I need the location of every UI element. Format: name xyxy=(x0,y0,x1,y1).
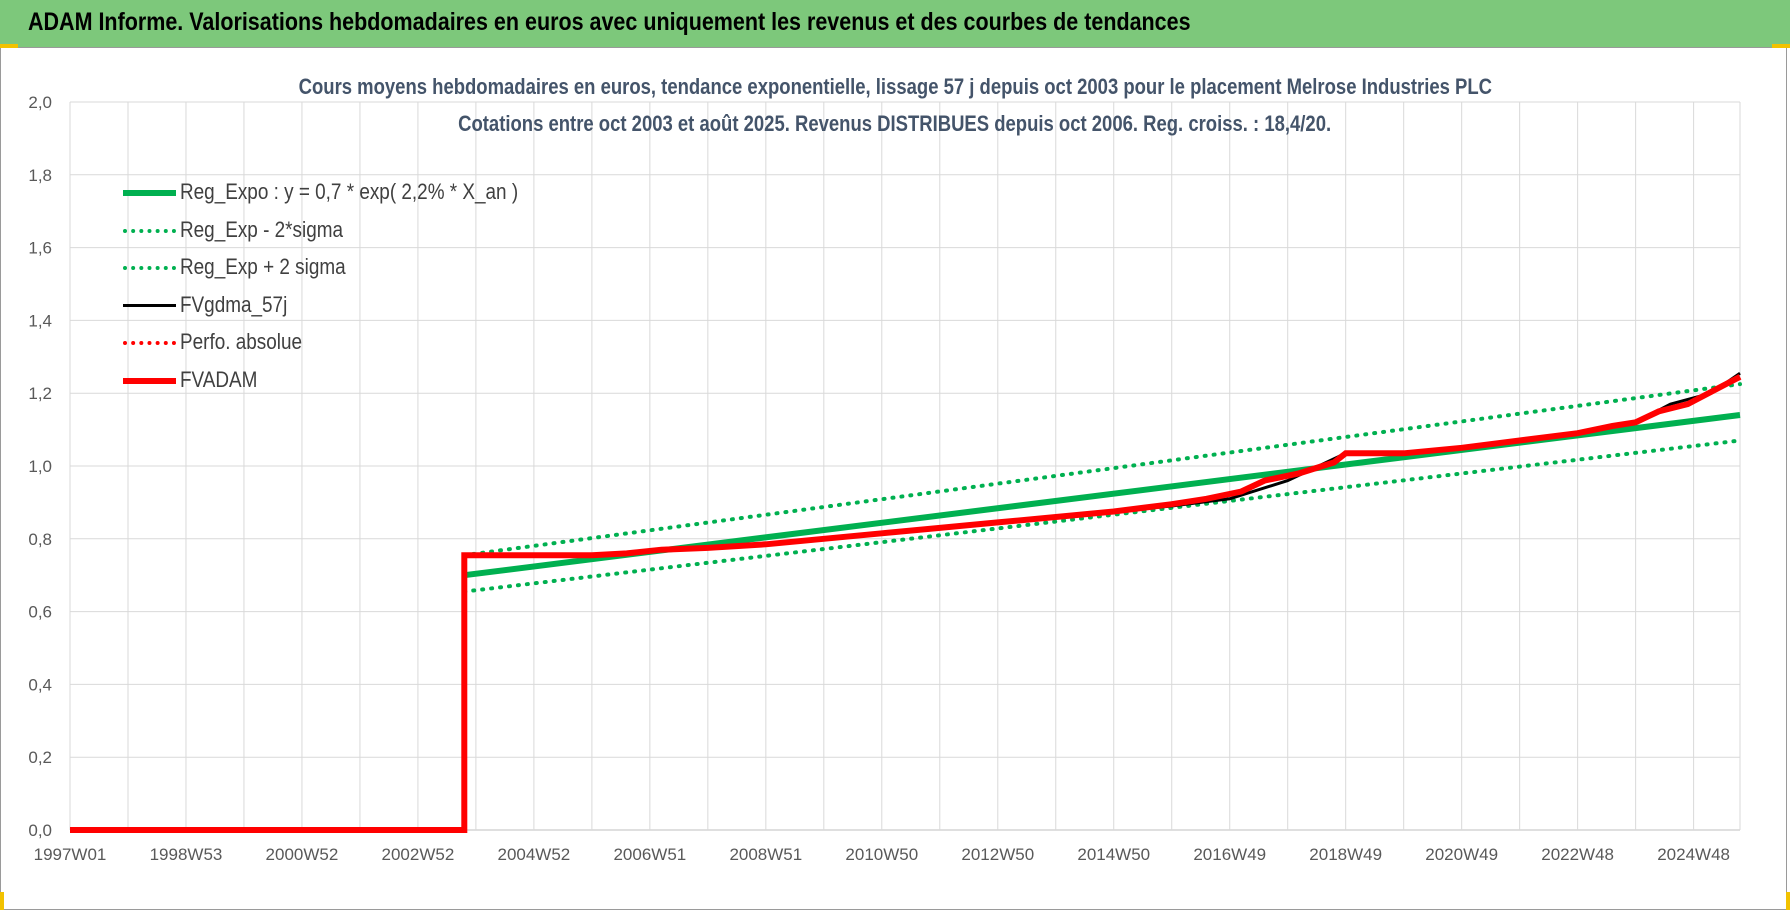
x-tick-label: 2002W52 xyxy=(382,845,455,864)
report-banner: ADAM Informe. Valorisations hebdomadaire… xyxy=(0,0,1790,47)
y-tick-label: 0,8 xyxy=(28,530,52,549)
legend-label: FVgdma_57j xyxy=(180,291,288,317)
x-tick-label: 1997W01 xyxy=(34,845,107,864)
y-tick-label: 0,6 xyxy=(28,603,52,622)
legend-swatch xyxy=(123,377,176,384)
chart-title: Cours moyens hebdomadaires en euros, ten… xyxy=(298,74,1492,99)
y-tick-label: 0,0 xyxy=(28,821,52,840)
series-line xyxy=(70,374,1742,833)
corner-mark-tr xyxy=(1772,44,1790,48)
x-tick-label: 2004W52 xyxy=(497,845,570,864)
corner-mark-br xyxy=(1786,892,1790,910)
y-tick-label: 0,4 xyxy=(28,675,52,694)
legend-swatch xyxy=(123,341,176,345)
x-tick-label: 2022W48 xyxy=(1541,845,1614,864)
legend-label: Reg_Exp + 2 sigma xyxy=(180,254,346,279)
y-tick-label: 0,2 xyxy=(28,748,52,767)
x-tick-label: 2016W49 xyxy=(1193,845,1266,864)
legend-label: Reg_Exp - 2*sigma xyxy=(180,216,344,242)
y-tick-label: 1,8 xyxy=(28,166,52,185)
chart-subtitle: Cotations entre oct 2003 et août 2025. R… xyxy=(458,111,1332,136)
x-tick-label: 2012W50 xyxy=(961,845,1034,864)
x-tick-label: 2000W52 xyxy=(266,845,339,864)
series-line xyxy=(462,382,1742,558)
x-tick-label: 1998W53 xyxy=(150,845,223,864)
legend-swatch xyxy=(123,304,176,307)
x-tick-label: 2010W50 xyxy=(845,845,918,864)
legend-label: FVADAM xyxy=(180,366,258,392)
x-tick-label: 2018W49 xyxy=(1309,845,1382,864)
corner-mark-tl xyxy=(0,44,18,48)
x-tick-label: 2020W49 xyxy=(1425,845,1498,864)
y-tick-label: 1,4 xyxy=(28,311,52,330)
legend-swatch xyxy=(123,228,176,233)
x-tick-label: 2008W51 xyxy=(729,845,802,864)
legend-swatch xyxy=(123,190,176,196)
corner-mark-bl xyxy=(0,892,4,910)
legend-swatch xyxy=(123,266,176,270)
chart-frame xyxy=(0,47,1787,910)
legend-label: Perfo. absolue xyxy=(180,329,303,354)
series-line xyxy=(462,438,1742,594)
report-title: ADAM Informe. Valorisations hebdomadaire… xyxy=(28,8,1191,36)
x-tick-label: 2014W50 xyxy=(1077,845,1150,864)
x-tick-label: 2024W48 xyxy=(1657,845,1730,864)
y-tick-label: 1,0 xyxy=(28,457,52,476)
x-tick-label: 2006W51 xyxy=(613,845,686,864)
y-tick-label: 1,2 xyxy=(28,384,52,403)
legend-label: Reg_Expo : y = 0,7 * exp( 2,2% * X_an ) xyxy=(180,179,519,204)
y-tick-label: 2,0 xyxy=(28,93,52,112)
y-tick-label: 1,6 xyxy=(28,239,52,258)
